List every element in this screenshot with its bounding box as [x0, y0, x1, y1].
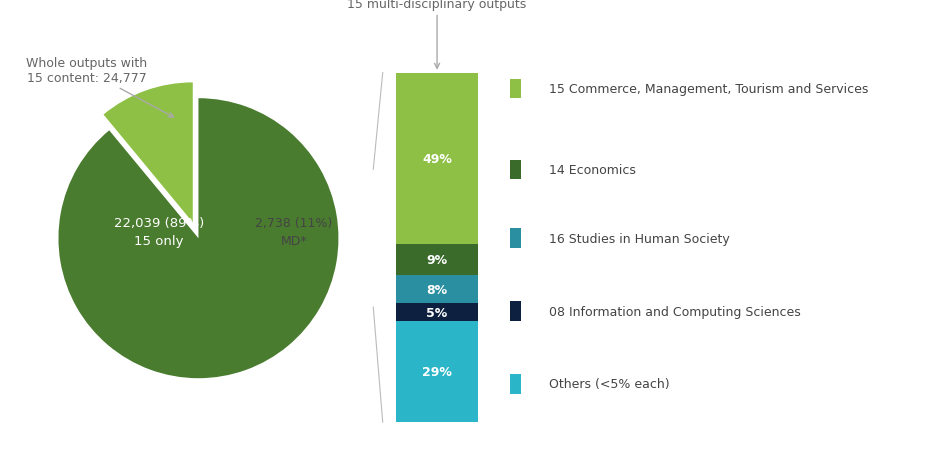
Text: 22,039 (89%)
15 only: 22,039 (89%) 15 only [114, 216, 204, 247]
Text: Whole outputs with
15 content: 24,777: Whole outputs with 15 content: 24,777 [25, 57, 174, 118]
Text: 9%: 9% [426, 253, 447, 267]
Bar [396, 321, 478, 422]
Bar [510, 302, 521, 321]
Text: 2,738 (11%)
MD*: 2,738 (11%) MD* [255, 216, 332, 247]
Text: Others (<5% each): Others (<5% each) [548, 378, 669, 391]
Text: 29%: 29% [422, 365, 451, 378]
Wedge shape [104, 83, 193, 223]
Text: 5%: 5% [426, 306, 447, 319]
Bar [510, 375, 521, 394]
Text: 16 Studies in Human Society: 16 Studies in Human Society [548, 232, 729, 245]
Text: Apportioned content of
15 multi-disciplinary outputs: Apportioned content of 15 multi-discipli… [347, 0, 526, 69]
Bar [396, 244, 478, 276]
Bar [510, 79, 521, 99]
Bar [396, 276, 478, 304]
Bar [396, 304, 478, 321]
Text: 14 Economics: 14 Economics [548, 163, 635, 177]
Text: 49%: 49% [422, 152, 451, 165]
Text: 08 Information and Computing Sciences: 08 Information and Computing Sciences [548, 305, 800, 318]
Wedge shape [59, 99, 338, 378]
Text: 15 Commerce, Management, Tourism and Services: 15 Commerce, Management, Tourism and Ser… [548, 83, 868, 96]
Text: 8%: 8% [426, 283, 447, 296]
Bar [396, 73, 478, 244]
Bar [510, 229, 521, 248]
Bar [510, 160, 521, 180]
